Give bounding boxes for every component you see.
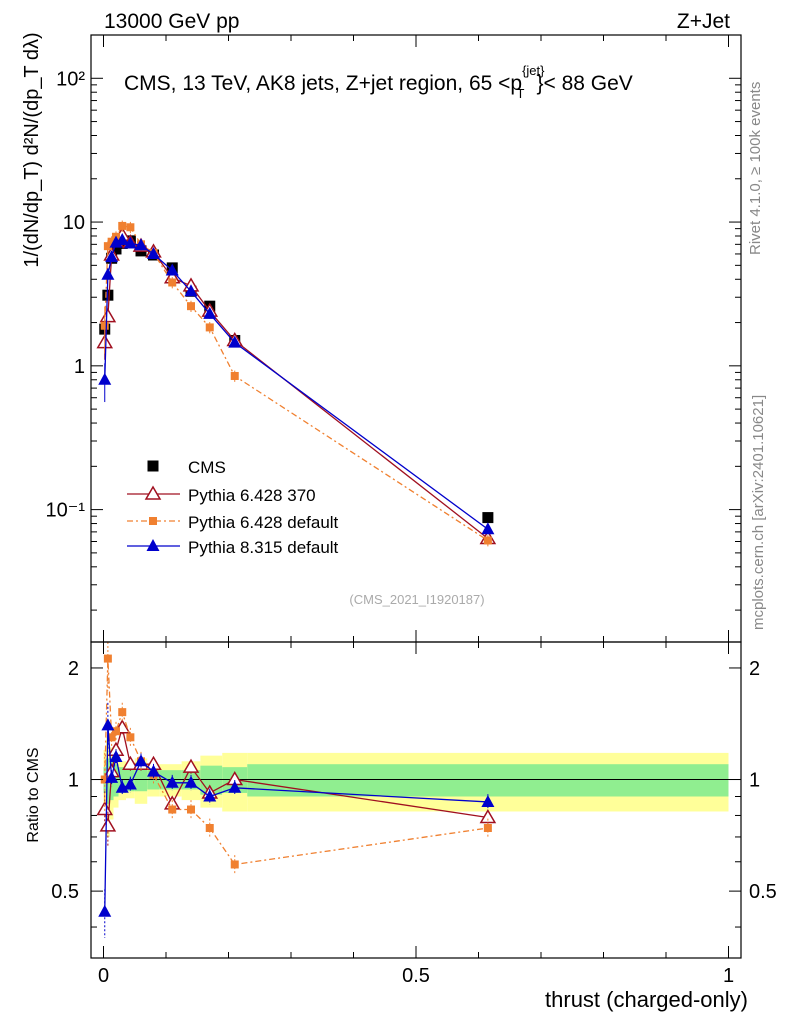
legend-label-py8: Pythia 8.315 default bbox=[188, 538, 339, 557]
side-text-rivet: Rivet 4.1.0, ≥ 100k events bbox=[747, 82, 764, 255]
header-left: 13000 GeV pp bbox=[104, 10, 239, 33]
py8-point bbox=[123, 236, 137, 249]
header-right: Z+Jet bbox=[677, 10, 730, 33]
py6_default-ratio-point bbox=[483, 824, 492, 833]
legend-label-cms: CMS bbox=[188, 458, 226, 477]
py8-point bbox=[98, 372, 112, 385]
py8-ratio-point bbox=[481, 794, 495, 807]
py8-point bbox=[147, 246, 160, 259]
axis-ticks: 0 0.5 1 10² 10 1 10⁻¹ 0.5 0.5 1 1 2 2 bbox=[46, 34, 777, 987]
py6_370-ratio-point bbox=[479, 808, 497, 824]
py8-point bbox=[203, 306, 217, 319]
x-axis-label: thrust (charged-only) bbox=[545, 987, 748, 1012]
title-tail: }< 88 GeV bbox=[536, 72, 632, 95]
y-tick-label-main: 10 bbox=[63, 212, 85, 234]
py8-ratio-point bbox=[147, 764, 160, 777]
py6_default-ratio-point bbox=[112, 727, 120, 736]
py8-ratio-point bbox=[105, 770, 119, 783]
ratio-y-tick-label-right: 0.5 bbox=[749, 881, 777, 903]
py6_default-point bbox=[483, 536, 492, 545]
y-axis-label-ratio: Ratio to CMS bbox=[25, 747, 42, 842]
py6_370-ratio-point bbox=[182, 758, 200, 773]
py6_370-ratio-point bbox=[122, 755, 139, 770]
plot-title: CMS, 13 TeV, AK8 jets, Z+jet region, 65 … bbox=[124, 63, 633, 101]
py6_default-ratio-point bbox=[230, 860, 239, 869]
y-tick-label-main: 10⁻¹ bbox=[46, 500, 86, 522]
py6_default-point bbox=[126, 223, 135, 232]
py6_370-ratio-point bbox=[99, 817, 117, 832]
ratio-y-tick-label-right: 1 bbox=[749, 770, 760, 792]
py8-ratio-point bbox=[109, 750, 123, 763]
py8-point bbox=[115, 233, 129, 246]
py8-point bbox=[184, 284, 198, 297]
py6_default-point bbox=[118, 221, 127, 230]
band-inner bbox=[247, 764, 729, 797]
py6_default-ratio-point bbox=[103, 654, 112, 663]
cms-point bbox=[482, 512, 494, 524]
legend-label-py6_default: Pythia 6.428 default bbox=[188, 513, 339, 532]
legend-marker-cms bbox=[147, 460, 159, 472]
py6_default-point bbox=[168, 278, 177, 287]
py8-ratio-point bbox=[115, 780, 129, 793]
y-tick-label-main: 1 bbox=[74, 356, 85, 378]
py8-point bbox=[228, 335, 242, 348]
x-tick-label: 0 bbox=[98, 965, 109, 987]
py6_default-ratio-point bbox=[168, 805, 177, 814]
py6_default-ratio-point bbox=[107, 733, 116, 742]
py8-ratio-point bbox=[228, 780, 242, 793]
title-main: CMS, 13 TeV, AK8 jets, Z+jet region, 65 … bbox=[124, 72, 522, 95]
legend: CMS Pythia 6.428 370 Pythia 6.428 default P… bbox=[127, 458, 339, 557]
ratio-series bbox=[96, 642, 497, 938]
cms-point bbox=[110, 243, 122, 255]
py6_default-ratio-point bbox=[100, 775, 109, 784]
title-sup: {jet} bbox=[522, 63, 545, 78]
py6_370-point bbox=[99, 308, 117, 323]
py6_default-ratio-point bbox=[126, 733, 135, 742]
y-axis-label-main: 1/(dN/dp_T) d²N/(dp_T dλ) bbox=[21, 32, 43, 267]
py8-ratio-point bbox=[165, 775, 179, 788]
ratio-y-tick-label-right: 2 bbox=[749, 658, 760, 680]
py6_default-point bbox=[230, 371, 239, 380]
legend-marker-py8 bbox=[146, 539, 160, 551]
py6_default-ratio-point bbox=[205, 824, 214, 833]
py8-point bbox=[101, 267, 115, 280]
py6_default-point bbox=[107, 237, 116, 246]
py8-ratio-point bbox=[101, 718, 115, 731]
py8-ratio-point bbox=[123, 777, 137, 790]
py8-ratio-point bbox=[134, 754, 148, 767]
y-tick-label-main: 10² bbox=[56, 68, 85, 90]
title-sub: T bbox=[517, 86, 525, 101]
py8-point bbox=[105, 250, 119, 263]
main-series bbox=[96, 220, 497, 547]
legend-marker-py6_370 bbox=[144, 485, 162, 500]
analysis-id: (CMS_2021_I1920187) bbox=[349, 592, 484, 607]
py8-ratio-point bbox=[184, 775, 198, 788]
legend-label-py6_370: Pythia 6.428 370 bbox=[188, 486, 316, 505]
x-tick-label: 0.5 bbox=[402, 965, 430, 987]
legend-marker-py6_default bbox=[149, 517, 157, 525]
py6_default-point bbox=[187, 302, 195, 311]
py8-point bbox=[134, 238, 148, 251]
py6_default-point bbox=[103, 242, 112, 251]
py8-point bbox=[481, 522, 495, 535]
py8-ratio-point bbox=[98, 904, 112, 917]
py8-point bbox=[165, 263, 179, 276]
ylabel-main-text: 1/(dN/dp_T) d²N/(dp_T dλ) bbox=[21, 32, 43, 267]
ratio-y-tick-label: 1 bbox=[68, 770, 79, 792]
side-text-mcplots: mcplots.cern.ch [arXiv:2401.10621] bbox=[750, 395, 767, 630]
x-tick-label: 1 bbox=[723, 965, 734, 987]
py6_default-ratio-point bbox=[187, 805, 195, 814]
py6_default-point bbox=[205, 323, 214, 332]
ratio-y-tick-label: 2 bbox=[68, 658, 79, 680]
py8-ratio-point bbox=[203, 789, 217, 802]
py6_default-point bbox=[100, 321, 109, 330]
ratio-y-tick-label: 0.5 bbox=[51, 881, 79, 903]
py6_default-ratio-point bbox=[118, 708, 127, 717]
